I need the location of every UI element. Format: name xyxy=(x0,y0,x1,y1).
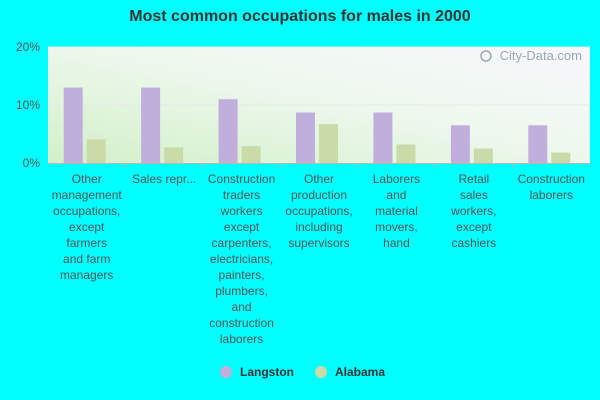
bar-alabama-2 xyxy=(164,147,184,163)
bar-langston-4 xyxy=(296,112,315,163)
magnifier-icon xyxy=(480,50,492,62)
legend-swatch-langston xyxy=(220,366,232,378)
category-label: Laborers and material movers, hand xyxy=(373,172,420,250)
bar-langston-7 xyxy=(528,125,548,163)
category-label: Sales repr... xyxy=(132,172,196,186)
category-label: Other production occupations, including supe… xyxy=(285,172,352,250)
bar-alabama-7 xyxy=(551,152,571,163)
y-tick-label: 10% xyxy=(16,98,40,112)
bar-alabama-6 xyxy=(473,148,493,163)
watermark-text: City-Data.com xyxy=(500,48,582,63)
category-labels: Other management occupations, except farmers… xyxy=(52,172,585,346)
grid xyxy=(48,46,590,106)
legend-label-langston: Langston xyxy=(240,365,294,379)
bar-alabama-5 xyxy=(396,144,416,163)
bar-langston-5 xyxy=(373,112,393,163)
legend-label-alabama: Alabama xyxy=(335,365,385,379)
category-label: Other management occupations, except farmers… xyxy=(52,172,123,282)
watermark: City-Data.com xyxy=(480,48,582,63)
y-tick-label: 0% xyxy=(23,156,41,170)
chart-title: Most common occupations for males in 200… xyxy=(129,8,471,25)
legend: Langston Alabama xyxy=(220,365,385,379)
category-label: Construction laborers xyxy=(518,172,585,202)
bars xyxy=(63,87,571,163)
category-label: Construction traders workers except carpente… xyxy=(208,172,275,346)
axes: 0% 10% 20% xyxy=(16,40,590,170)
bar-langston-3 xyxy=(218,99,238,163)
bar-langston-1 xyxy=(63,87,83,163)
bar-alabama-3 xyxy=(241,146,261,163)
bar-langston-6 xyxy=(450,125,470,163)
bar-alabama-1 xyxy=(86,139,106,163)
category-label: Retail sales workers, except cashiers xyxy=(450,172,496,250)
bar-alabama-4 xyxy=(319,124,338,163)
bar-langston-2 xyxy=(141,87,161,163)
legend-swatch-alabama xyxy=(315,366,327,378)
y-tick-label: 20% xyxy=(16,40,40,54)
